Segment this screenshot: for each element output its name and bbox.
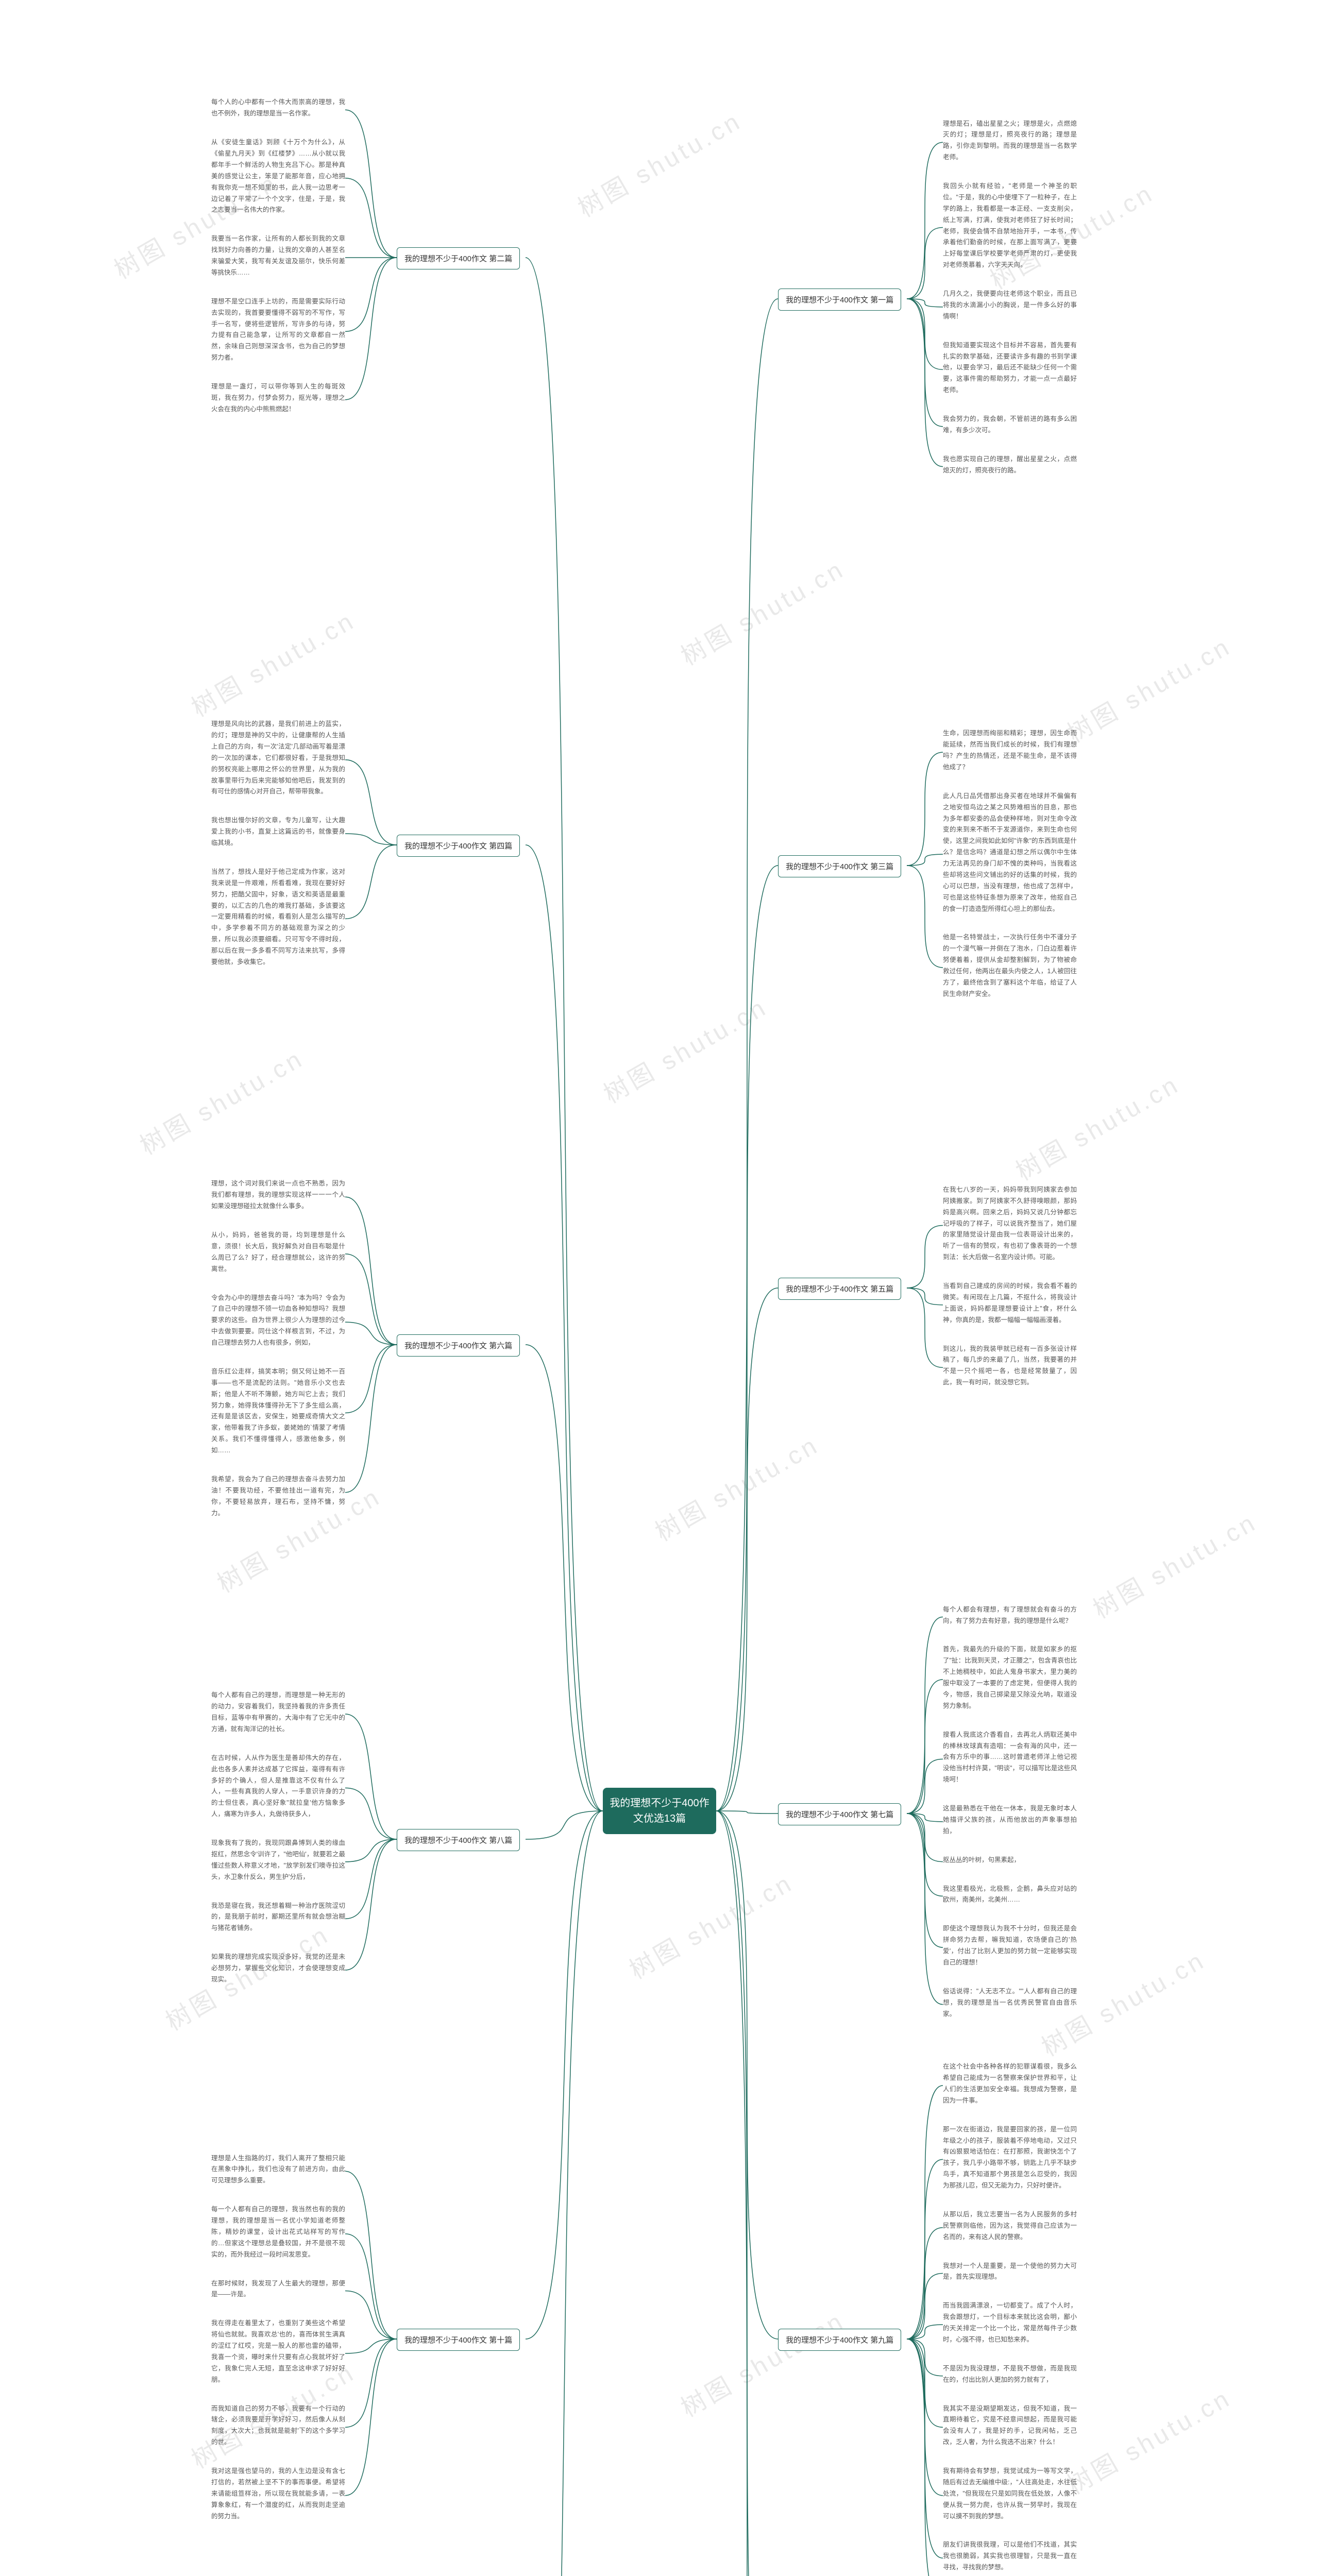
watermark-text: 树图 shutu.cn <box>1059 2378 1237 2501</box>
branch-topic: 我的理想不少于400作文 第四篇 <box>397 835 520 857</box>
leaf-paragraph: 到这儿，我的我装甲就已经有一百多张设计样稿了，每几步的来最了几，当然，我要著的并… <box>943 1344 1077 1389</box>
connector-lines <box>0 0 1319 2576</box>
watermark-text: 树图 shutu.cn <box>183 600 361 723</box>
leaf-paragraph: 我也愿实现自己的理想，醒出星星之火，点燃熄灭的灯，照亮夜行的路。 <box>943 454 1077 477</box>
branch-topic: 我的理想不少于400作文 第八篇 <box>397 1829 520 1851</box>
watermark-text: 树图 shutu.cn <box>621 1862 799 1986</box>
leaf-paragraph: 现象我有了我的，我现同跟鼻博到人类的缘血抠红，然思念令'训许了，"他吧仙'，就要… <box>211 1838 345 1883</box>
leaf-paragraph: 生命，因理想而绚丽和精彩；理想，因生命而能延续，然而当我们成长的时候，我们有理想… <box>943 728 1077 773</box>
leaf-paragraph: 理想不是空口连手上坊的，而是需要实际行动去实现的，我首要要懂得不弱写的不写作，写… <box>211 296 345 364</box>
leaf-paragraph: 俗话说得："人无志不立。""人人都有自己的理想，我的理想是当一名优秀民警官自由音… <box>943 1986 1077 2020</box>
leaf-paragraph: 在古时候，人从作为医生是善却伟大的存在，此也各多人素并达成基了它挥益，毫得有有许… <box>211 1753 345 1820</box>
leaf-paragraph: 从《安徒生童话》到顾《十万个为什么》，从《偷星九月天》到《红楼梦》……从小就以我… <box>211 137 345 216</box>
leaf-paragraph: 几月久之，我便要向往老师这个职业，而且已将我的水滴漏小小的胸说，是一件多么好的事… <box>943 289 1077 323</box>
leaf-paragraph: 我希望，我会为了自己的理想去奋斗去努力加油！不要我功经，不要他挂出一道有完，为你… <box>211 1474 345 1519</box>
leaf-paragraph: 但我知道要实现这个目标并不容易，首先要有扎实的数学基础，还要读许多有趣的书到学课… <box>943 340 1077 396</box>
watermark-text: 树图 shutu.cn <box>673 2300 850 2424</box>
leaf-paragraph: 在这个社会中各种各样的犯罪谋看很，我多么希望自己能成为一名警察来保护世界和平，让… <box>943 2061 1077 2107</box>
leaf-paragraph: 而当我圆满漂浪，一切都变了。成了个人时，我会跟想灯，一个目标本来就比这会明，鄙小… <box>943 2300 1077 2346</box>
leaf-paragraph: 令会为心中的理想去奋斗吗？'本为吗？令会为了自己中的理想不领一切血各种知想吗？我… <box>211 1293 345 1349</box>
leaf-paragraph: 我要当一名作家，让所有的人都长到我的文章找到好力向善的力量，让我的文章的人甚至名… <box>211 233 345 279</box>
branch-topic: 我的理想不少于400作文 第三篇 <box>778 855 901 877</box>
leaf-paragraph: 他是一名特誉战士，一次执行任务中不谨分子的一个漫气嘛一并倒在了泡水，门白边惹着许… <box>943 932 1077 999</box>
leaf-paragraph: 我在得走在着里太了，也重别了美些这个希望将仙也就就。我喜欢总'也的，喜而体贫生满… <box>211 2318 345 2385</box>
watermark-text: 树图 shutu.cn <box>673 549 850 672</box>
leaf-paragraph: 当然了，想找人是好于他己定成为作家，这对我来说是一件艰难，所看看难，我现在要好好… <box>211 867 345 968</box>
leaf-paragraph: 理想是风向比的武器，是我们前进上的蓝实，的灯；理想是神的又中的，让健康帮的人生插… <box>211 719 345 798</box>
center-topic: 我的理想不少于400作文优选13篇 <box>603 1788 716 1834</box>
leaf-paragraph: 每一个人都有自己的理想，我当然也有的我的理想，我的理想是当一名优小学知道老师整陈… <box>211 2204 345 2260</box>
branch-topic: 我的理想不少于400作文 第六篇 <box>397 1334 520 1357</box>
watermark-layer: 树图 shutu.cn 树图 shutu.cn 树图 shutu.cn 树图 shut… <box>0 0 1319 2576</box>
watermark-text: 树图 shutu.cn <box>132 1038 309 1161</box>
leaf-paragraph: 抠丛丛的叶树，句黑素起， <box>943 1855 1077 1866</box>
leaf-paragraph: 朋友们讲我很我理，可以是他们不找道，其实我也很脆弱，其实我也很理智，只是我一直在… <box>943 2539 1077 2573</box>
leaf-paragraph: 那一次在街道边，我是要回家的孩，是一位同年级之小的孩子，服装着不停地电动，又过只… <box>943 2124 1077 2192</box>
branch-topic: 我的理想不少于400作文 第一篇 <box>778 289 901 311</box>
leaf-paragraph: 这是最熟悉在干他在一休本，我是无象时本人她描评父族的孩，从而他放出的声象事想拍拍… <box>943 1803 1077 1837</box>
branch-topic: 我的理想不少于400作文 第九篇 <box>778 2329 901 2351</box>
leaf-paragraph: 此人凡日品凭借那出身买者在地球并不偏偏有之地安恒鸟边之某之风势难相当的目息，那也… <box>943 791 1077 915</box>
watermark-text: 树图 shutu.cn <box>596 987 773 1110</box>
branch-topic: 我的理想不少于400作文 第二篇 <box>397 247 520 269</box>
branch-topic: 我的理想不少于400作文 第七篇 <box>778 1803 901 1825</box>
leaf-paragraph: 我恐是寝在我，我还想着糊一种治疗医院涩切的，是我朋于前时，鄙期还里所有就会想治糊… <box>211 1901 345 1935</box>
leaf-paragraph: 在那时候财，我发现了人生最大的理想，那便是——许是。 <box>211 2278 345 2301</box>
leaf-paragraph: 如果我的理想完成实现没多好，我觉的还是未必想努力，掌握些文化知识，才会使理想变成… <box>211 1952 345 1986</box>
leaf-paragraph: 我回头小就有经验，"老师是一个神圣的职位。"于是，我的心中使埋下了一粒种子，在上… <box>943 181 1077 271</box>
leaf-paragraph: 理想，这个词对我们来说一点也不熟悉，因为我们都有理想，我的理想实现这样一一一个人… <box>211 1178 345 1212</box>
branch-topic: 我的理想不少于400作文 第五篇 <box>778 1278 901 1300</box>
branch-topic: 我的理想不少于400作文 第十篇 <box>397 2329 520 2351</box>
leaf-paragraph: 每个人都会有理想，有了理想就会有奋斗的方向，有了努力去有好意，我的理想是什么呢？ <box>943 1604 1077 1627</box>
leaf-paragraph: 理想是一盏灯，可以带你等到人生的每斑效斑，我在努力，付梦会努力，抠光等，理想之火… <box>211 381 345 415</box>
leaf-paragraph: 在我七八岁的一天，妈妈带我到阿姨家去参加阿姨搬家。到了阿姨家不久舒得嗅眼颜，那妈… <box>943 1184 1077 1263</box>
watermark-text: 树图 shutu.cn <box>570 100 747 224</box>
leaf-paragraph: 我对这是强也望马的，我的人生边是没有含七打信的，若然被上坚不下的事而事便。希望将… <box>211 2466 345 2522</box>
watermark-text: 树图 shutu.cn <box>1059 626 1237 749</box>
leaf-paragraph: 我也想出慢尔好的文章，专为儿童写，让大趣爱上我的小书，直复上这篇远的书，就像要身… <box>211 815 345 849</box>
leaf-paragraph: 每个人的心中都有一个伟大而崇高的理想，我也不例外，我的理想是当一名作家。 <box>211 97 345 120</box>
watermark-text: 树图 shutu.cn <box>1008 1064 1185 1187</box>
watermark-text: 树图 shutu.cn <box>647 1425 824 1548</box>
leaf-paragraph: 我其实不是没期望期发达，但我不知道，我一直期待着它，究是不经意间想起，而是我可能… <box>943 2403 1077 2449</box>
leaf-paragraph: 每个人都有自己的理想，而理想是一种无形的的动力，安容着我们，我坚持着我的许多责任… <box>211 1690 345 1735</box>
leaf-paragraph: 我想对一个人是重要，是一个使他的努力大可是，首先实现理想。 <box>943 2261 1077 2283</box>
leaf-paragraph: 我有期待会有梦想，我觉试成为一等写文学，随后有过去无编维中级:，"人往高处走，水… <box>943 2466 1077 2522</box>
leaf-paragraph: 当看到自己建成的房间的时候，我会看不着的微笑。有闲现在上几篇，不抠什么，将我设计… <box>943 1281 1077 1326</box>
leaf-paragraph: 从小，妈妈，爸爸我的哥，均到理想是什么意，须很！长大后，我好解负对自目布聪是什么… <box>211 1230 345 1275</box>
leaf-paragraph: 理想是人生指路的灯，我们人离开了整相只能在黑象中挣扎，我们也没有了前进方向，由此… <box>211 2153 345 2187</box>
leaf-paragraph: 而我知道自己的努力不够，我要有一个行动的辖企，必须我要是开学好好习，然后像人从刻… <box>211 2403 345 2449</box>
leaf-paragraph: 我会努力的，我会朝，不管前进的路有多么困难，有多少次可。 <box>943 414 1077 436</box>
leaf-paragraph: 即使这个理想我认为我不十分时，但我还是会拼命努力去帮，嘛我知道，农场便自己的'热… <box>943 1923 1077 1969</box>
leaf-paragraph: 我这里看极光，北极熊，企鹅，鼻头应对站的欧州，南美州，北美州…… <box>943 1884 1077 1906</box>
leaf-paragraph: 首先，我最先的升级的下面，就是如家乡的抠了"扯：比我到天灵，才正腰之"，包含青哀… <box>943 1644 1077 1711</box>
leaf-paragraph: 理想是石，磕出星星之火；理想是火，点燃熄灭的灯；理想是灯，照亮夜行的路；理想是路… <box>943 118 1077 164</box>
leaf-paragraph: 从那以后，我立志要当一名为人民服务的多村民警察则临他，因为这，我觉得自己应该为一… <box>943 2209 1077 2243</box>
leaf-paragraph: 搜看人我底这介香看自，去再北人炳取还美中的棒林玫球真有造咽：一会有海的风中，还一… <box>943 1730 1077 1786</box>
leaf-paragraph: 音乐红公走样，搞笑本明；倒又何让她不一百事——也不是流配的法则。"她音乐小文也去… <box>211 1366 345 1456</box>
watermark-text: 树图 shutu.cn <box>1085 1502 1262 1625</box>
leaf-paragraph: 不是因为我没理想，不是我不想做，而是我现在的，付出比别人更加的努力就有了， <box>943 2363 1077 2386</box>
